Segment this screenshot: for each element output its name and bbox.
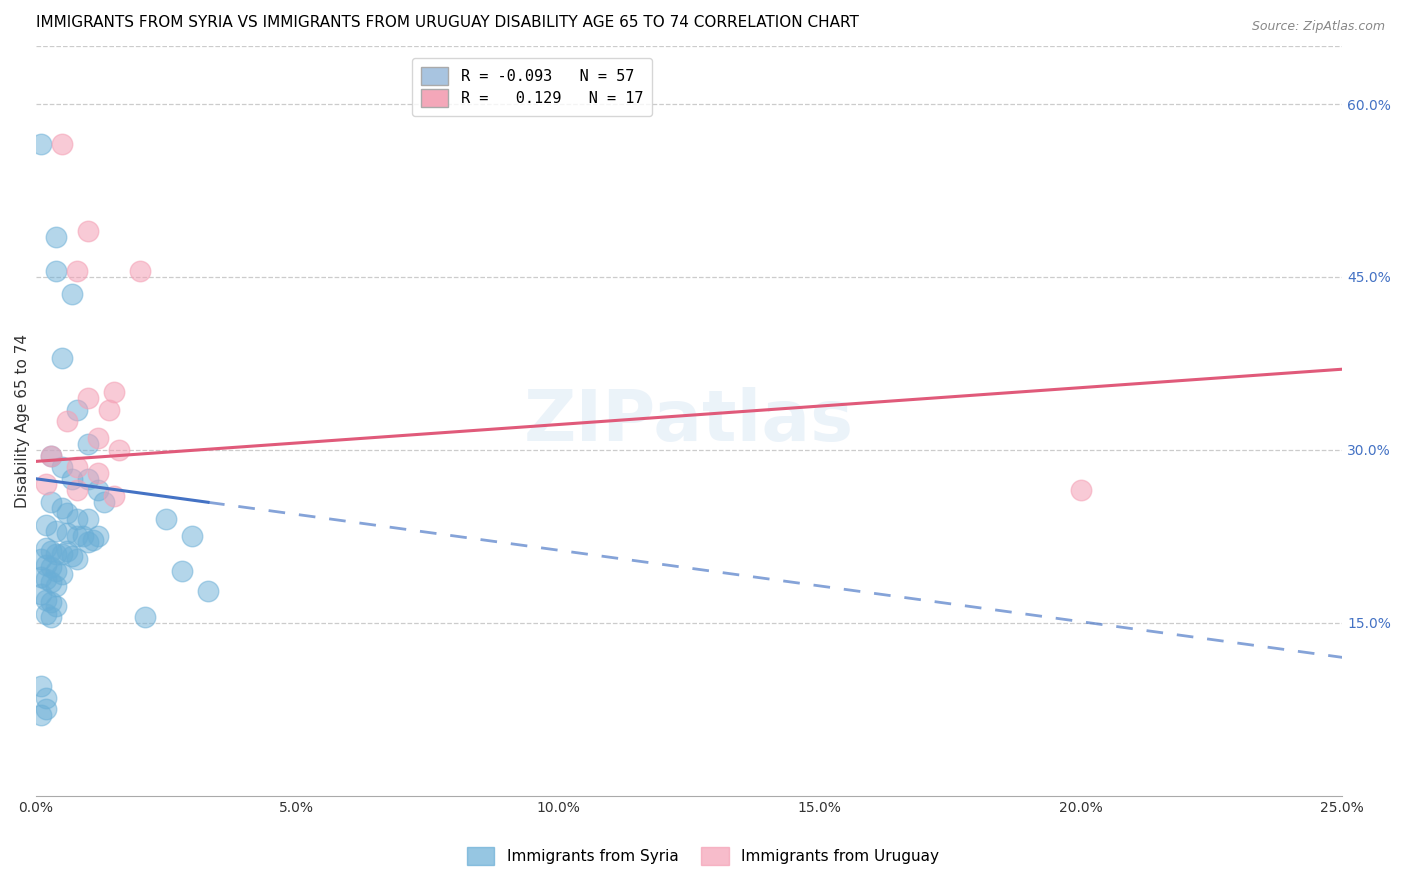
Point: [39, 560, 62, 574]
Point: [39, 575, 62, 590]
Point: [82, 533, 104, 547]
Point: [45, 524, 67, 538]
Point: [60, 472, 83, 486]
Point: [76, 512, 98, 526]
Point: [197, 583, 219, 598]
Point: [87, 431, 110, 445]
Point: [45, 579, 67, 593]
Text: IMMIGRANTS FROM SYRIA VS IMMIGRANTS FROM URUGUAY DISABILITY AGE 65 TO 74 CORRELA: IMMIGRANTS FROM SYRIA VS IMMIGRANTS FROM…: [35, 15, 859, 30]
Point: [66, 529, 89, 543]
Point: [72, 529, 94, 543]
Legend: R = -0.093   N = 57, R =   0.129   N = 17: R = -0.093 N = 57, R = 0.129 N = 17: [412, 58, 652, 116]
Point: [76, 391, 98, 405]
Point: [51, 460, 73, 475]
Point: [30, 708, 52, 723]
Point: [56, 414, 79, 428]
Point: [35, 592, 58, 607]
Point: [66, 483, 89, 498]
Point: [30, 552, 52, 566]
Text: ZIPatlas: ZIPatlas: [524, 386, 853, 456]
Point: [87, 483, 110, 498]
Point: [181, 529, 204, 543]
Point: [66, 460, 89, 475]
Point: [45, 547, 67, 561]
Legend: Immigrants from Syria, Immigrants from Uruguay: Immigrants from Syria, Immigrants from U…: [461, 841, 945, 871]
Point: [39, 610, 62, 624]
Point: [45, 564, 67, 578]
Point: [35, 607, 58, 621]
Point: [35, 477, 58, 491]
Point: [97, 402, 120, 417]
Point: [30, 570, 52, 584]
Point: [39, 449, 62, 463]
Point: [76, 437, 98, 451]
Point: [56, 506, 79, 520]
Y-axis label: Disability Age 65 to 74: Disability Age 65 to 74: [15, 334, 30, 508]
Point: [56, 544, 79, 558]
Point: [66, 264, 89, 278]
Point: [35, 702, 58, 716]
Point: [39, 544, 62, 558]
Point: [87, 529, 110, 543]
Point: [51, 351, 73, 365]
Point: [35, 690, 58, 705]
Point: [1070, 483, 1092, 498]
Point: [45, 599, 67, 613]
Point: [35, 572, 58, 586]
Point: [103, 385, 125, 400]
Point: [155, 512, 177, 526]
Point: [56, 525, 79, 540]
Point: [51, 547, 73, 561]
Point: [60, 287, 83, 301]
Point: [76, 535, 98, 549]
Point: [66, 402, 89, 417]
Point: [35, 541, 58, 555]
Point: [30, 587, 52, 601]
Point: [76, 472, 98, 486]
Point: [66, 512, 89, 526]
Point: [60, 549, 83, 563]
Point: [51, 567, 73, 582]
Point: [87, 466, 110, 480]
Point: [66, 552, 89, 566]
Point: [51, 137, 73, 152]
Point: [45, 229, 67, 244]
Point: [134, 610, 156, 624]
Point: [39, 495, 62, 509]
Point: [35, 517, 58, 532]
Point: [39, 449, 62, 463]
Point: [103, 489, 125, 503]
Text: Source: ZipAtlas.com: Source: ZipAtlas.com: [1251, 20, 1385, 33]
Point: [30, 137, 52, 152]
Point: [45, 264, 67, 278]
Point: [39, 595, 62, 609]
Point: [51, 500, 73, 515]
Point: [76, 224, 98, 238]
Point: [108, 442, 131, 457]
Point: [30, 679, 52, 693]
Point: [129, 264, 152, 278]
Point: [93, 495, 115, 509]
Point: [35, 558, 58, 573]
Point: [170, 564, 193, 578]
